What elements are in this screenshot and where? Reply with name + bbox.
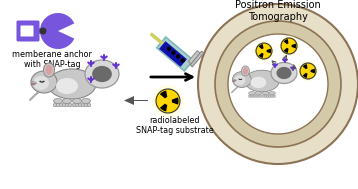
Circle shape bbox=[262, 49, 266, 53]
Circle shape bbox=[68, 103, 72, 107]
Ellipse shape bbox=[243, 67, 248, 74]
Circle shape bbox=[87, 103, 91, 107]
Circle shape bbox=[176, 54, 180, 59]
Polygon shape bbox=[190, 51, 204, 67]
Circle shape bbox=[72, 103, 76, 107]
Ellipse shape bbox=[255, 91, 262, 95]
Ellipse shape bbox=[63, 98, 72, 104]
Wedge shape bbox=[40, 13, 74, 49]
Ellipse shape bbox=[232, 72, 251, 88]
Ellipse shape bbox=[30, 83, 35, 85]
Circle shape bbox=[248, 95, 251, 97]
FancyBboxPatch shape bbox=[38, 28, 43, 34]
Ellipse shape bbox=[44, 63, 54, 77]
Circle shape bbox=[65, 103, 69, 107]
Ellipse shape bbox=[271, 63, 297, 84]
Circle shape bbox=[81, 103, 85, 107]
Ellipse shape bbox=[92, 66, 112, 82]
Ellipse shape bbox=[45, 65, 53, 75]
Ellipse shape bbox=[262, 91, 269, 95]
Circle shape bbox=[153, 85, 184, 117]
Text: memberane anchor
with SNAP-tag: memberane anchor with SNAP-tag bbox=[12, 50, 92, 69]
Circle shape bbox=[171, 50, 176, 55]
Wedge shape bbox=[284, 48, 289, 53]
Circle shape bbox=[273, 95, 276, 97]
Wedge shape bbox=[284, 39, 289, 44]
Ellipse shape bbox=[82, 98, 91, 104]
Polygon shape bbox=[157, 37, 193, 71]
Circle shape bbox=[255, 95, 257, 97]
Circle shape bbox=[84, 103, 88, 107]
Wedge shape bbox=[258, 44, 263, 49]
Wedge shape bbox=[291, 44, 296, 48]
Ellipse shape bbox=[48, 69, 96, 99]
Ellipse shape bbox=[251, 77, 266, 88]
Circle shape bbox=[297, 61, 318, 81]
Circle shape bbox=[268, 95, 271, 97]
Wedge shape bbox=[172, 97, 179, 105]
FancyBboxPatch shape bbox=[16, 20, 39, 42]
Polygon shape bbox=[188, 51, 202, 65]
Circle shape bbox=[253, 41, 274, 61]
Circle shape bbox=[59, 103, 63, 107]
Circle shape bbox=[56, 103, 60, 107]
Circle shape bbox=[253, 95, 255, 97]
Wedge shape bbox=[303, 64, 308, 69]
Circle shape bbox=[165, 98, 171, 104]
Circle shape bbox=[259, 95, 262, 97]
Circle shape bbox=[262, 95, 265, 97]
Wedge shape bbox=[266, 49, 271, 53]
Circle shape bbox=[156, 89, 180, 113]
Circle shape bbox=[198, 4, 358, 164]
Ellipse shape bbox=[242, 66, 250, 76]
Text: Positron Emission
Tomography: Positron Emission Tomography bbox=[235, 0, 321, 22]
Ellipse shape bbox=[245, 70, 279, 92]
Text: radiolabeled
SNAP-tag substrate: radiolabeled SNAP-tag substrate bbox=[136, 116, 214, 135]
Ellipse shape bbox=[31, 71, 57, 93]
Circle shape bbox=[215, 21, 341, 147]
Ellipse shape bbox=[85, 60, 119, 88]
Circle shape bbox=[75, 103, 79, 107]
Circle shape bbox=[62, 103, 66, 107]
Circle shape bbox=[306, 69, 310, 73]
Circle shape bbox=[281, 38, 297, 54]
Circle shape bbox=[256, 43, 272, 59]
Ellipse shape bbox=[269, 91, 275, 95]
Wedge shape bbox=[303, 73, 308, 78]
Circle shape bbox=[39, 28, 47, 35]
Circle shape bbox=[287, 44, 291, 48]
Circle shape bbox=[266, 95, 269, 97]
Circle shape bbox=[279, 36, 299, 56]
Wedge shape bbox=[258, 53, 263, 58]
Circle shape bbox=[251, 95, 253, 97]
Ellipse shape bbox=[73, 98, 82, 104]
Ellipse shape bbox=[33, 76, 49, 90]
Wedge shape bbox=[160, 104, 167, 111]
Ellipse shape bbox=[249, 91, 255, 95]
Ellipse shape bbox=[276, 67, 291, 79]
Ellipse shape bbox=[234, 75, 246, 85]
Circle shape bbox=[257, 95, 260, 97]
Circle shape bbox=[180, 58, 185, 63]
Ellipse shape bbox=[232, 80, 236, 82]
Circle shape bbox=[228, 34, 328, 134]
Polygon shape bbox=[159, 41, 187, 67]
Circle shape bbox=[78, 103, 82, 107]
Ellipse shape bbox=[53, 98, 63, 104]
Circle shape bbox=[271, 95, 274, 97]
Circle shape bbox=[264, 95, 267, 97]
FancyBboxPatch shape bbox=[20, 26, 34, 36]
Circle shape bbox=[53, 103, 57, 107]
Ellipse shape bbox=[56, 78, 78, 94]
Wedge shape bbox=[310, 69, 315, 73]
Wedge shape bbox=[160, 91, 167, 98]
Circle shape bbox=[300, 63, 316, 79]
Circle shape bbox=[167, 47, 171, 51]
Polygon shape bbox=[124, 96, 148, 105]
